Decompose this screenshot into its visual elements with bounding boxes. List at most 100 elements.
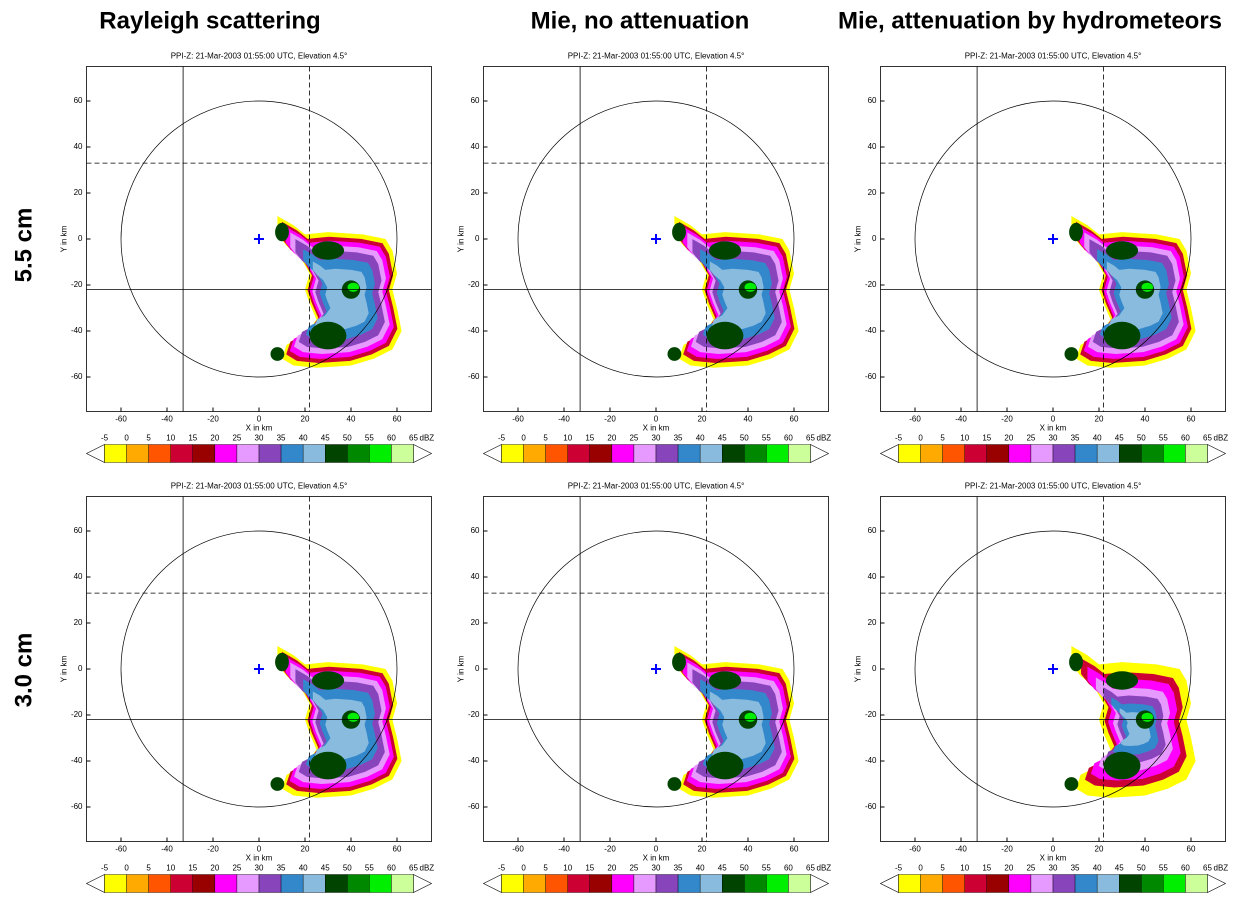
colorbar-tick-label: 15 <box>188 434 197 443</box>
colorbar-swatch <box>391 875 413 893</box>
colorbar-tick-label: 20 <box>607 864 616 873</box>
colorbar-tick-label: 50 <box>343 864 352 873</box>
figure: Rayleigh scattering Mie, no attenuation … <box>0 0 1236 899</box>
colorbar-swatch <box>524 445 546 463</box>
colorbar-tick-label: 55 <box>762 864 771 873</box>
echo-core <box>312 241 344 259</box>
colorbar-tick-label: 45 <box>718 864 727 873</box>
x-axis-label: X in km <box>1040 424 1067 433</box>
panel-title: PPI-Z: 21-Mar-2003 01:55:00 UTC, Elevati… <box>965 52 1142 61</box>
colorbar-tick-label: 25 <box>629 864 638 873</box>
x-tick-label: 20 <box>1095 845 1104 854</box>
echo-core <box>1065 347 1079 361</box>
x-tick-label: -20 <box>604 845 616 854</box>
echo-core <box>275 223 289 241</box>
y-tick-label: 20 <box>471 188 480 197</box>
colorbar-tick-label: 15 <box>585 864 594 873</box>
colorbar-tick-label: 35 <box>1071 434 1080 443</box>
y-axis-label: Y in km <box>60 655 69 682</box>
colorbar-swatch <box>193 445 215 463</box>
y-tick-label: -20 <box>468 710 480 719</box>
x-axis-label: X in km <box>246 854 273 863</box>
colorbar-tick-label: 40 <box>1093 434 1102 443</box>
colorbar-swatch <box>700 445 722 463</box>
x-tick-label: 0 <box>257 845 262 854</box>
colorbar-tick-label: 35 <box>277 434 286 443</box>
colorbar-swatch <box>171 445 193 463</box>
x-tick-label: 0 <box>1051 845 1056 854</box>
colorbar-arrow <box>87 445 105 463</box>
colorbar-tick-label: 0 <box>124 864 129 873</box>
y-axis-label: Y in km <box>457 655 466 682</box>
colorbar-tick-label: 30 <box>1049 434 1058 443</box>
x-axis-label: X in km <box>643 424 670 433</box>
colorbar-swatch <box>1185 445 1207 463</box>
echo-core <box>668 347 682 361</box>
colorbar-tick-label: 30 <box>255 434 264 443</box>
colorbar-tick-label: 65 <box>806 864 815 873</box>
y-tick-label: -40 <box>468 326 480 335</box>
colorbar-swatch <box>281 875 303 893</box>
colorbar-swatch <box>899 875 921 893</box>
colorbar-tick-label: 45 <box>1115 434 1124 443</box>
echo-core <box>348 713 360 722</box>
colorbar-swatch <box>259 875 281 893</box>
colorbar-tick-label: 40 <box>299 864 308 873</box>
colorbar-unit: dBZ <box>1214 864 1229 873</box>
x-tick-label: 0 <box>654 415 659 424</box>
colorbar-tick-label: 65 <box>1203 864 1212 873</box>
x-tick-label: -40 <box>955 845 967 854</box>
colorbar-swatch <box>325 445 347 463</box>
echo-core <box>1065 777 1079 791</box>
row-label: 5.5 cm <box>10 208 37 283</box>
colorbar-tick-label: 5 <box>940 434 945 443</box>
echo-core <box>1106 241 1138 259</box>
colorbar-tick-label: 60 <box>387 434 396 443</box>
colorbar-tick-label: 5 <box>543 434 548 443</box>
colorbar-swatch <box>237 445 259 463</box>
colorbar-tick-label: 25 <box>232 434 241 443</box>
y-tick-label: -60 <box>865 372 877 381</box>
x-tick-label: 40 <box>1141 415 1150 424</box>
y-tick-label: 20 <box>74 618 83 627</box>
y-tick-label: -60 <box>468 372 480 381</box>
y-axis-label: Y in km <box>854 655 863 682</box>
colorbar-swatch <box>369 875 391 893</box>
y-tick-label: -20 <box>865 280 877 289</box>
colorbar-swatch <box>281 445 303 463</box>
y-tick-label: 60 <box>471 96 480 105</box>
colorbar-tick-label: 65 <box>806 434 815 443</box>
y-tick-label: 60 <box>74 96 83 105</box>
colorbar-tick-label: 0 <box>918 434 923 443</box>
echo-core <box>271 347 285 361</box>
colorbar-swatch <box>1031 875 1053 893</box>
colorbar-swatch <box>766 445 788 463</box>
colorbar-tick-label: 25 <box>232 864 241 873</box>
colorbar-swatch <box>1075 445 1097 463</box>
colorbar-tick-label: 55 <box>762 434 771 443</box>
x-tick-label: -60 <box>512 415 524 424</box>
colorbar-tick-label: 0 <box>124 434 129 443</box>
x-tick-label: 60 <box>1187 845 1196 854</box>
colorbar-swatch <box>568 875 590 893</box>
x-tick-label: -60 <box>115 415 127 424</box>
echo-core <box>672 223 686 241</box>
colorbar-tick-label: 15 <box>585 434 594 443</box>
y-tick-label: -20 <box>71 280 83 289</box>
x-tick-label: 60 <box>790 415 799 424</box>
column-title: Rayleigh scattering <box>99 7 320 34</box>
echo-core <box>1142 713 1154 722</box>
echo-core <box>707 322 744 350</box>
x-tick-label: -60 <box>909 415 921 424</box>
colorbar-swatch <box>1053 875 1075 893</box>
colorbar-swatch <box>700 875 722 893</box>
colorbar-swatch <box>766 875 788 893</box>
colorbar-tick-label: 30 <box>1049 864 1058 873</box>
x-tick-label: -40 <box>558 415 570 424</box>
x-tick-label: 0 <box>654 845 659 854</box>
x-tick-label: -20 <box>1001 415 1013 424</box>
colorbar-tick-label: 5 <box>146 434 151 443</box>
row-label: 3.0 cm <box>10 633 37 708</box>
colorbar-tick-label: 35 <box>1071 864 1080 873</box>
x-tick-label: 20 <box>301 845 310 854</box>
